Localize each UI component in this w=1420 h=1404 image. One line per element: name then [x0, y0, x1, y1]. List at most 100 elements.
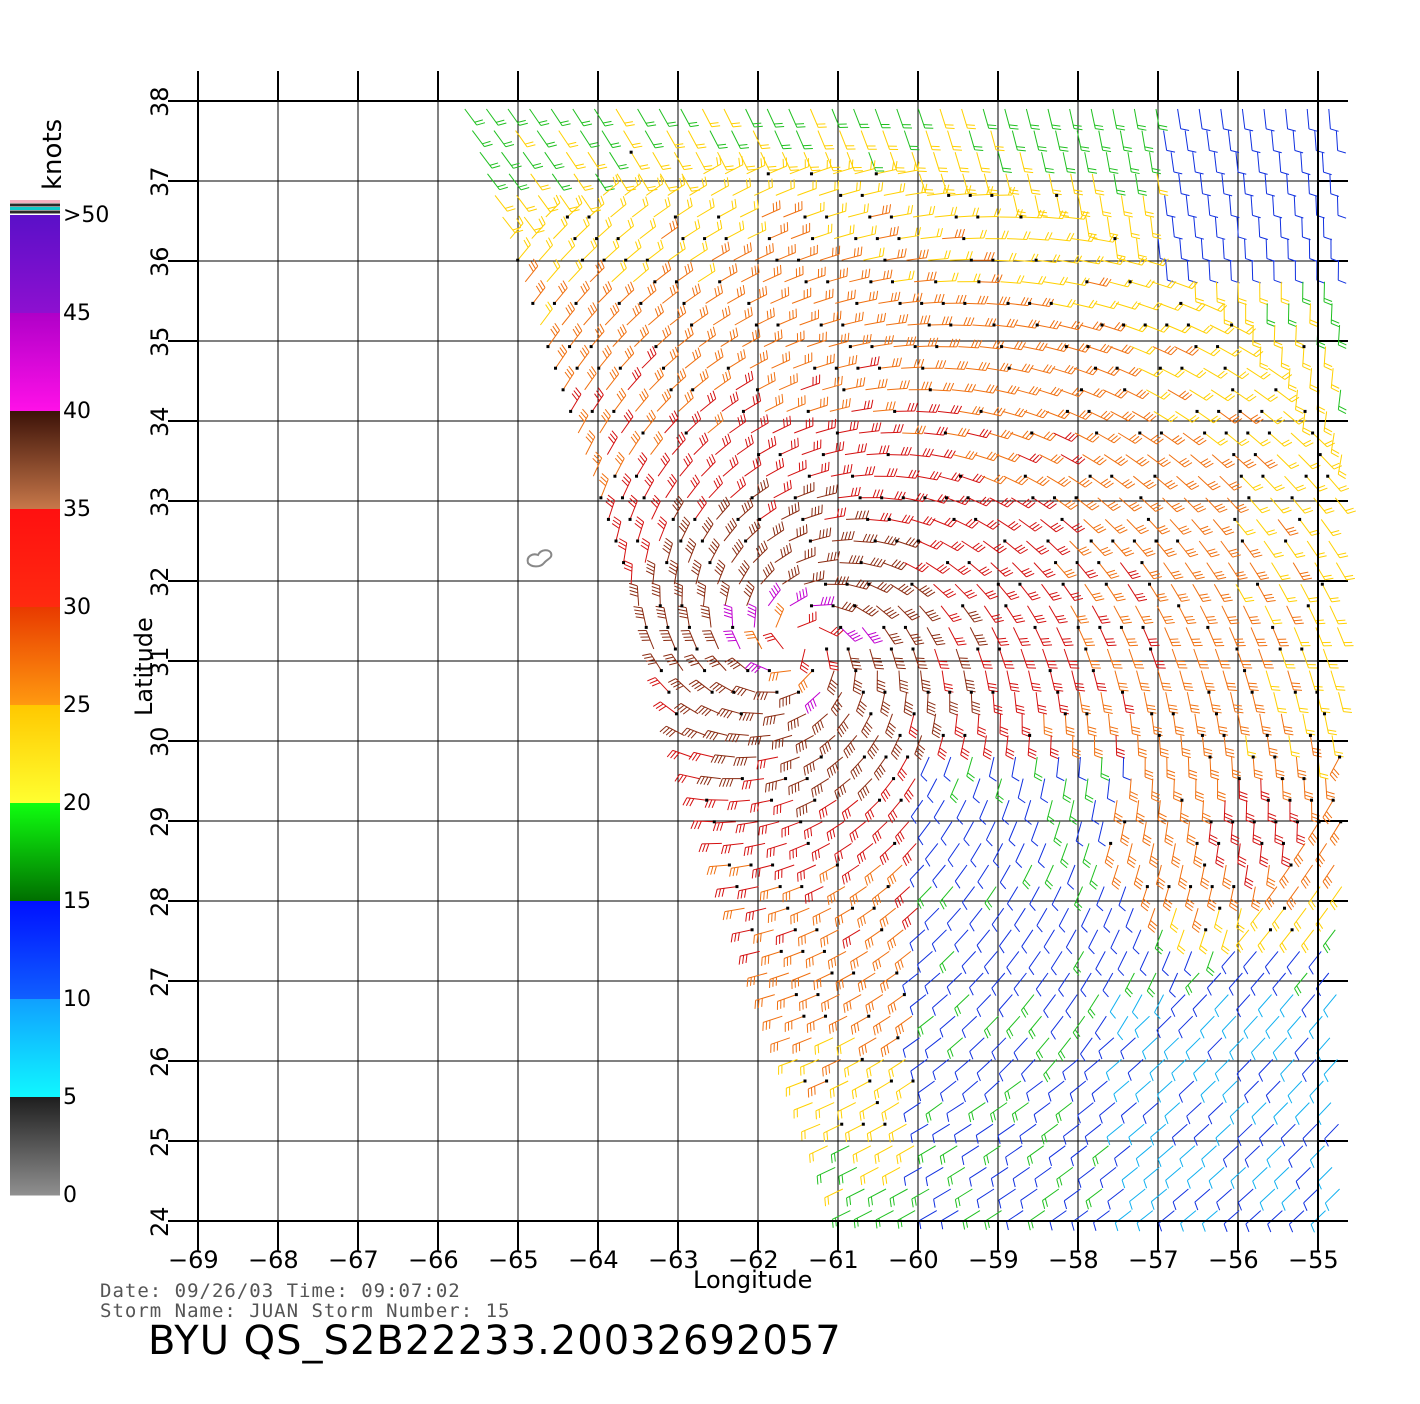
wind-barb [985, 1081, 1000, 1102]
wind-barb [1338, 260, 1346, 283]
rain-flag-dot [897, 237, 900, 240]
wind-barb [1035, 627, 1052, 645]
rain-flag-dot [777, 324, 780, 327]
wind-barb [1199, 930, 1207, 954]
wind-barb [1134, 109, 1146, 130]
rain-flag-dot [660, 669, 663, 672]
wind-barb [1323, 649, 1338, 668]
rain-flag-dot [948, 691, 951, 694]
wind-barb [887, 865, 902, 886]
wind-barb [1172, 1124, 1187, 1145]
lat-tick-label: 26 [146, 1046, 174, 1077]
wind-barb [1013, 1167, 1029, 1187]
wind-barb [938, 735, 947, 759]
wind-barb [993, 253, 1016, 261]
wind-barb [1266, 1081, 1280, 1103]
wind-barb [1181, 735, 1191, 757]
rain-flag-dot [1291, 928, 1294, 931]
wind-barb [1030, 887, 1040, 911]
wind-barb [972, 318, 995, 326]
wind-barb [802, 1124, 820, 1140]
wind-barb [548, 323, 560, 346]
wind-barb [1164, 563, 1184, 579]
wind-barb [1186, 195, 1196, 217]
wind-barb [842, 247, 862, 261]
wind-barb [711, 755, 735, 764]
wind-barb [658, 453, 670, 476]
wind-barb [1336, 131, 1345, 153]
wind-barb [1145, 757, 1153, 780]
wind-barb [1324, 995, 1337, 1018]
rain-flag-dot [727, 367, 730, 370]
wind-barb [1061, 843, 1069, 867]
wind-barb [919, 174, 934, 193]
wind-barb [845, 443, 867, 454]
rain-flag-dot [856, 367, 859, 370]
wind-barb [921, 757, 929, 781]
wind-barb [1266, 671, 1280, 691]
rain-flag-dot [1024, 475, 1027, 478]
wind-barb [979, 274, 1002, 282]
wind-barb [865, 379, 887, 390]
rain-flag-dot [928, 324, 931, 327]
wind-barb [628, 495, 637, 519]
wind-barb [701, 454, 715, 476]
wind-barb [1007, 951, 1019, 974]
wind-barb [1294, 627, 1310, 645]
rain-flag-dot [820, 324, 823, 327]
wind-barb [678, 606, 690, 627]
wind-barb [1200, 1016, 1214, 1038]
wind-barb [950, 692, 958, 715]
wind-barb [918, 1081, 934, 1101]
rain-flag-dot [1274, 388, 1277, 391]
wind-barb [1243, 606, 1260, 624]
wind-barb [1134, 541, 1155, 556]
wind-barb [978, 649, 993, 668]
wind-barb [919, 606, 940, 621]
wind-barb [828, 887, 845, 905]
wind-barb [1213, 519, 1234, 534]
rain-flag-dot [847, 648, 850, 651]
wind-barb [720, 582, 729, 606]
rain-flag-dot [1339, 820, 1342, 823]
wind-barb [717, 708, 741, 718]
wind-barb [640, 218, 656, 238]
wind-barb [744, 631, 762, 649]
wind-barb [713, 306, 730, 325]
wind-barb [1065, 714, 1074, 736]
rain-flag-dot [800, 885, 803, 888]
wind-barb [1287, 174, 1296, 196]
wind-barb [962, 1016, 977, 1038]
wind-barb [910, 448, 934, 456]
rain-flag-dot [1004, 604, 1007, 607]
wind-barb [689, 680, 712, 692]
wind-barb [895, 822, 908, 845]
wind-barb [1121, 822, 1130, 846]
lat-tick-label: 25 [146, 1126, 174, 1157]
wind-barb [1157, 1016, 1171, 1038]
wind-barb [1208, 195, 1218, 217]
wind-barb [952, 384, 976, 392]
lon-tick-label: −58 [1048, 1246, 1099, 1274]
wind-barb [1193, 995, 1207, 1017]
wind-barb [683, 219, 700, 238]
wind-barb [667, 750, 691, 759]
wind-barb [1208, 627, 1224, 645]
wind-barb [1281, 714, 1293, 735]
wind-barb [660, 174, 678, 191]
wind-barb [963, 606, 983, 622]
wind-barb [964, 671, 976, 692]
colorbar-band [10, 901, 60, 1000]
rain-flag-dot [562, 388, 565, 391]
wind-barb [539, 238, 552, 261]
wind-barb [589, 196, 604, 217]
rain-flag-dot [831, 972, 834, 975]
wind-barb [941, 174, 955, 194]
wind-barb [1153, 346, 1177, 355]
wind-barb [904, 563, 928, 572]
wind-barb [1100, 195, 1112, 216]
wind-barb [973, 385, 997, 394]
wind-barb [1324, 411, 1332, 435]
wind-barb [801, 1059, 819, 1075]
wind-barb [532, 216, 545, 238]
